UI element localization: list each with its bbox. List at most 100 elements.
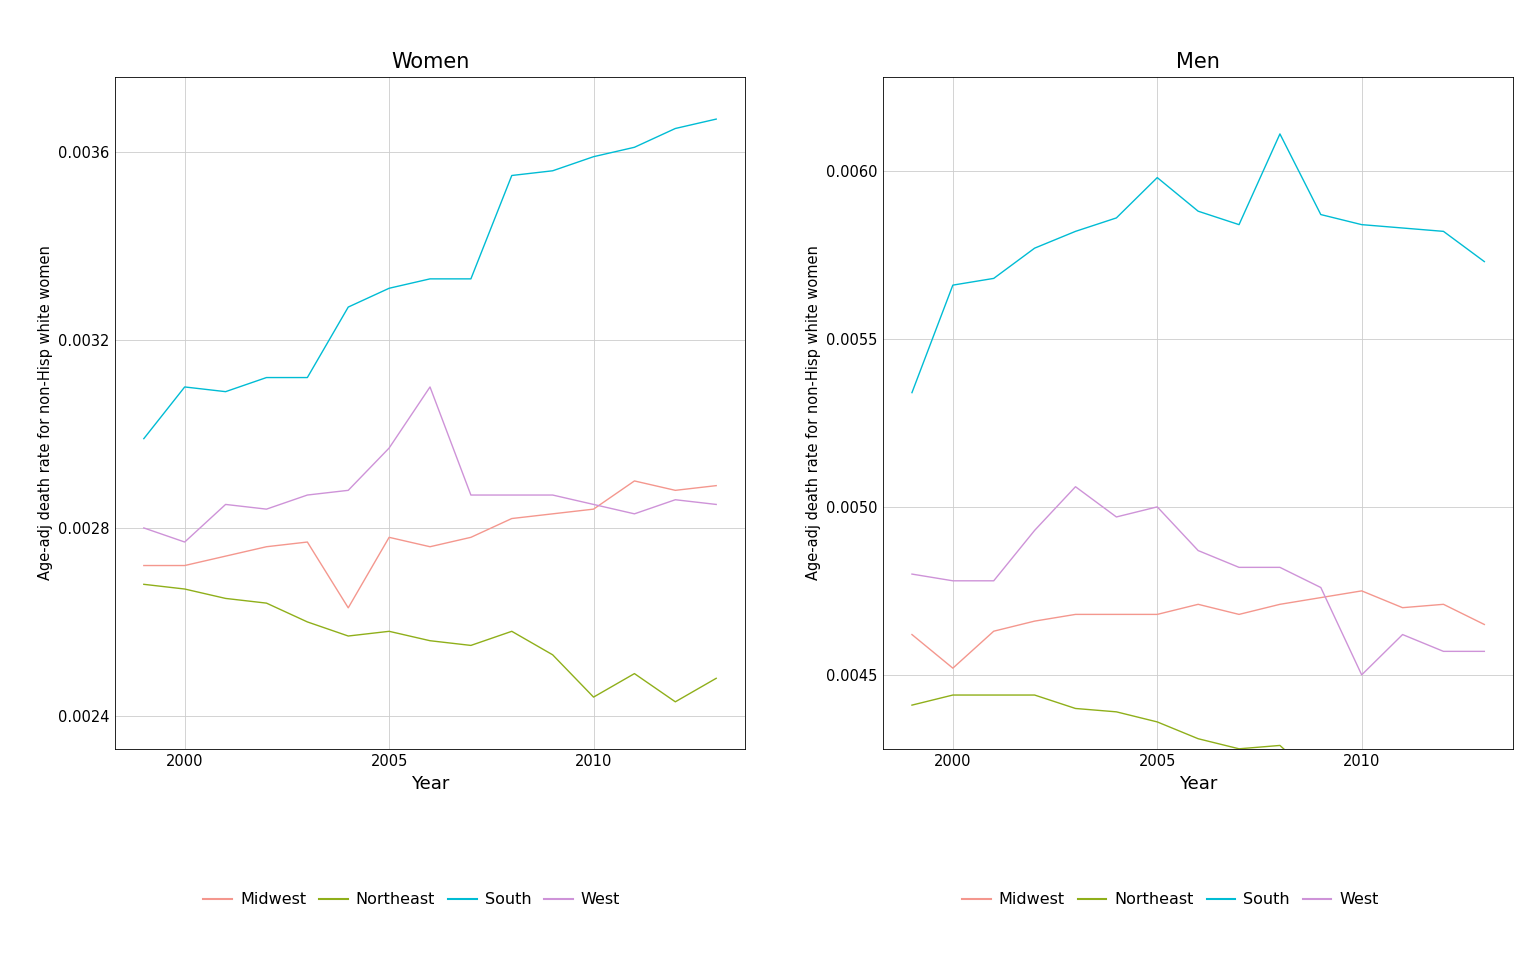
South [584,151,602,162]
Midwest [298,537,316,548]
South [1353,219,1372,230]
Northeast [1147,716,1166,728]
South [707,113,725,125]
South [943,279,962,291]
South [625,141,644,153]
Line: South: South [144,119,716,439]
West [1353,669,1372,681]
South [462,273,481,284]
Midwest [544,508,562,519]
Northeast [1230,743,1249,755]
West [298,490,316,501]
Midwest [1230,609,1249,620]
South [903,387,922,398]
South [379,282,398,294]
Northeast [175,584,194,595]
Midwest [1475,619,1493,631]
Line: South: South [912,134,1484,393]
West [1393,629,1412,640]
Midwest [462,532,481,543]
West [1066,481,1084,492]
Midwest [625,475,644,487]
Northeast [462,639,481,651]
Midwest [985,626,1003,637]
Northeast [1353,801,1372,812]
South [1435,226,1453,237]
Northeast [298,616,316,628]
Midwest [707,480,725,492]
Midwest [903,629,922,640]
Northeast [1435,760,1453,772]
South [1189,205,1207,217]
West [943,575,962,587]
West [421,381,439,393]
Midwest [135,560,154,571]
Northeast [379,626,398,637]
West [135,522,154,534]
Title: Women: Women [390,53,468,72]
South [298,372,316,383]
Midwest [1270,599,1289,611]
West [544,490,562,501]
West [1475,646,1493,658]
Northeast [1475,760,1493,772]
West [625,508,644,519]
West [257,503,275,515]
West [1189,544,1207,556]
West [1147,501,1166,513]
Midwest [1435,599,1453,611]
Midwest [1066,609,1084,620]
West [1270,562,1289,573]
West [379,443,398,454]
Northeast [903,700,922,711]
Midwest [584,503,602,515]
Northeast [1270,740,1289,752]
Line: Midwest: Midwest [144,481,716,608]
Midwest [175,560,194,571]
Y-axis label: Age-adj death rate for non-Hisp white women: Age-adj death rate for non-Hisp white wo… [806,246,820,580]
West [502,490,521,501]
Midwest [217,550,235,562]
South [217,386,235,397]
Line: Northeast: Northeast [144,585,716,702]
Northeast [502,626,521,637]
South [544,165,562,177]
South [257,372,275,383]
Northeast [544,649,562,660]
South [667,123,685,134]
West [217,498,235,510]
Northeast [421,635,439,646]
Northeast [584,691,602,703]
Northeast [217,592,235,604]
Northeast [985,689,1003,701]
Line: West: West [144,387,716,542]
South [421,273,439,284]
West [584,498,602,510]
Line: Midwest: Midwest [912,591,1484,668]
Northeast [339,631,358,642]
West [1107,512,1126,523]
Midwest [257,541,275,553]
Northeast [1189,733,1207,745]
Midwest [502,513,521,524]
Northeast [1066,703,1084,714]
Northeast [257,597,275,609]
Midwest [667,485,685,496]
Midwest [379,532,398,543]
Legend: Midwest, Northeast, South, West: Midwest, Northeast, South, West [197,886,627,914]
Midwest [339,602,358,613]
Northeast [1107,707,1126,718]
Midwest [421,541,439,553]
Northeast [667,696,685,708]
South [502,170,521,181]
West [462,490,481,501]
South [339,301,358,313]
South [985,273,1003,284]
West [1230,562,1249,573]
West [985,575,1003,587]
South [1026,243,1044,254]
Northeast [1026,689,1044,701]
X-axis label: Year: Year [410,775,449,793]
West [175,537,194,548]
South [1475,256,1493,268]
